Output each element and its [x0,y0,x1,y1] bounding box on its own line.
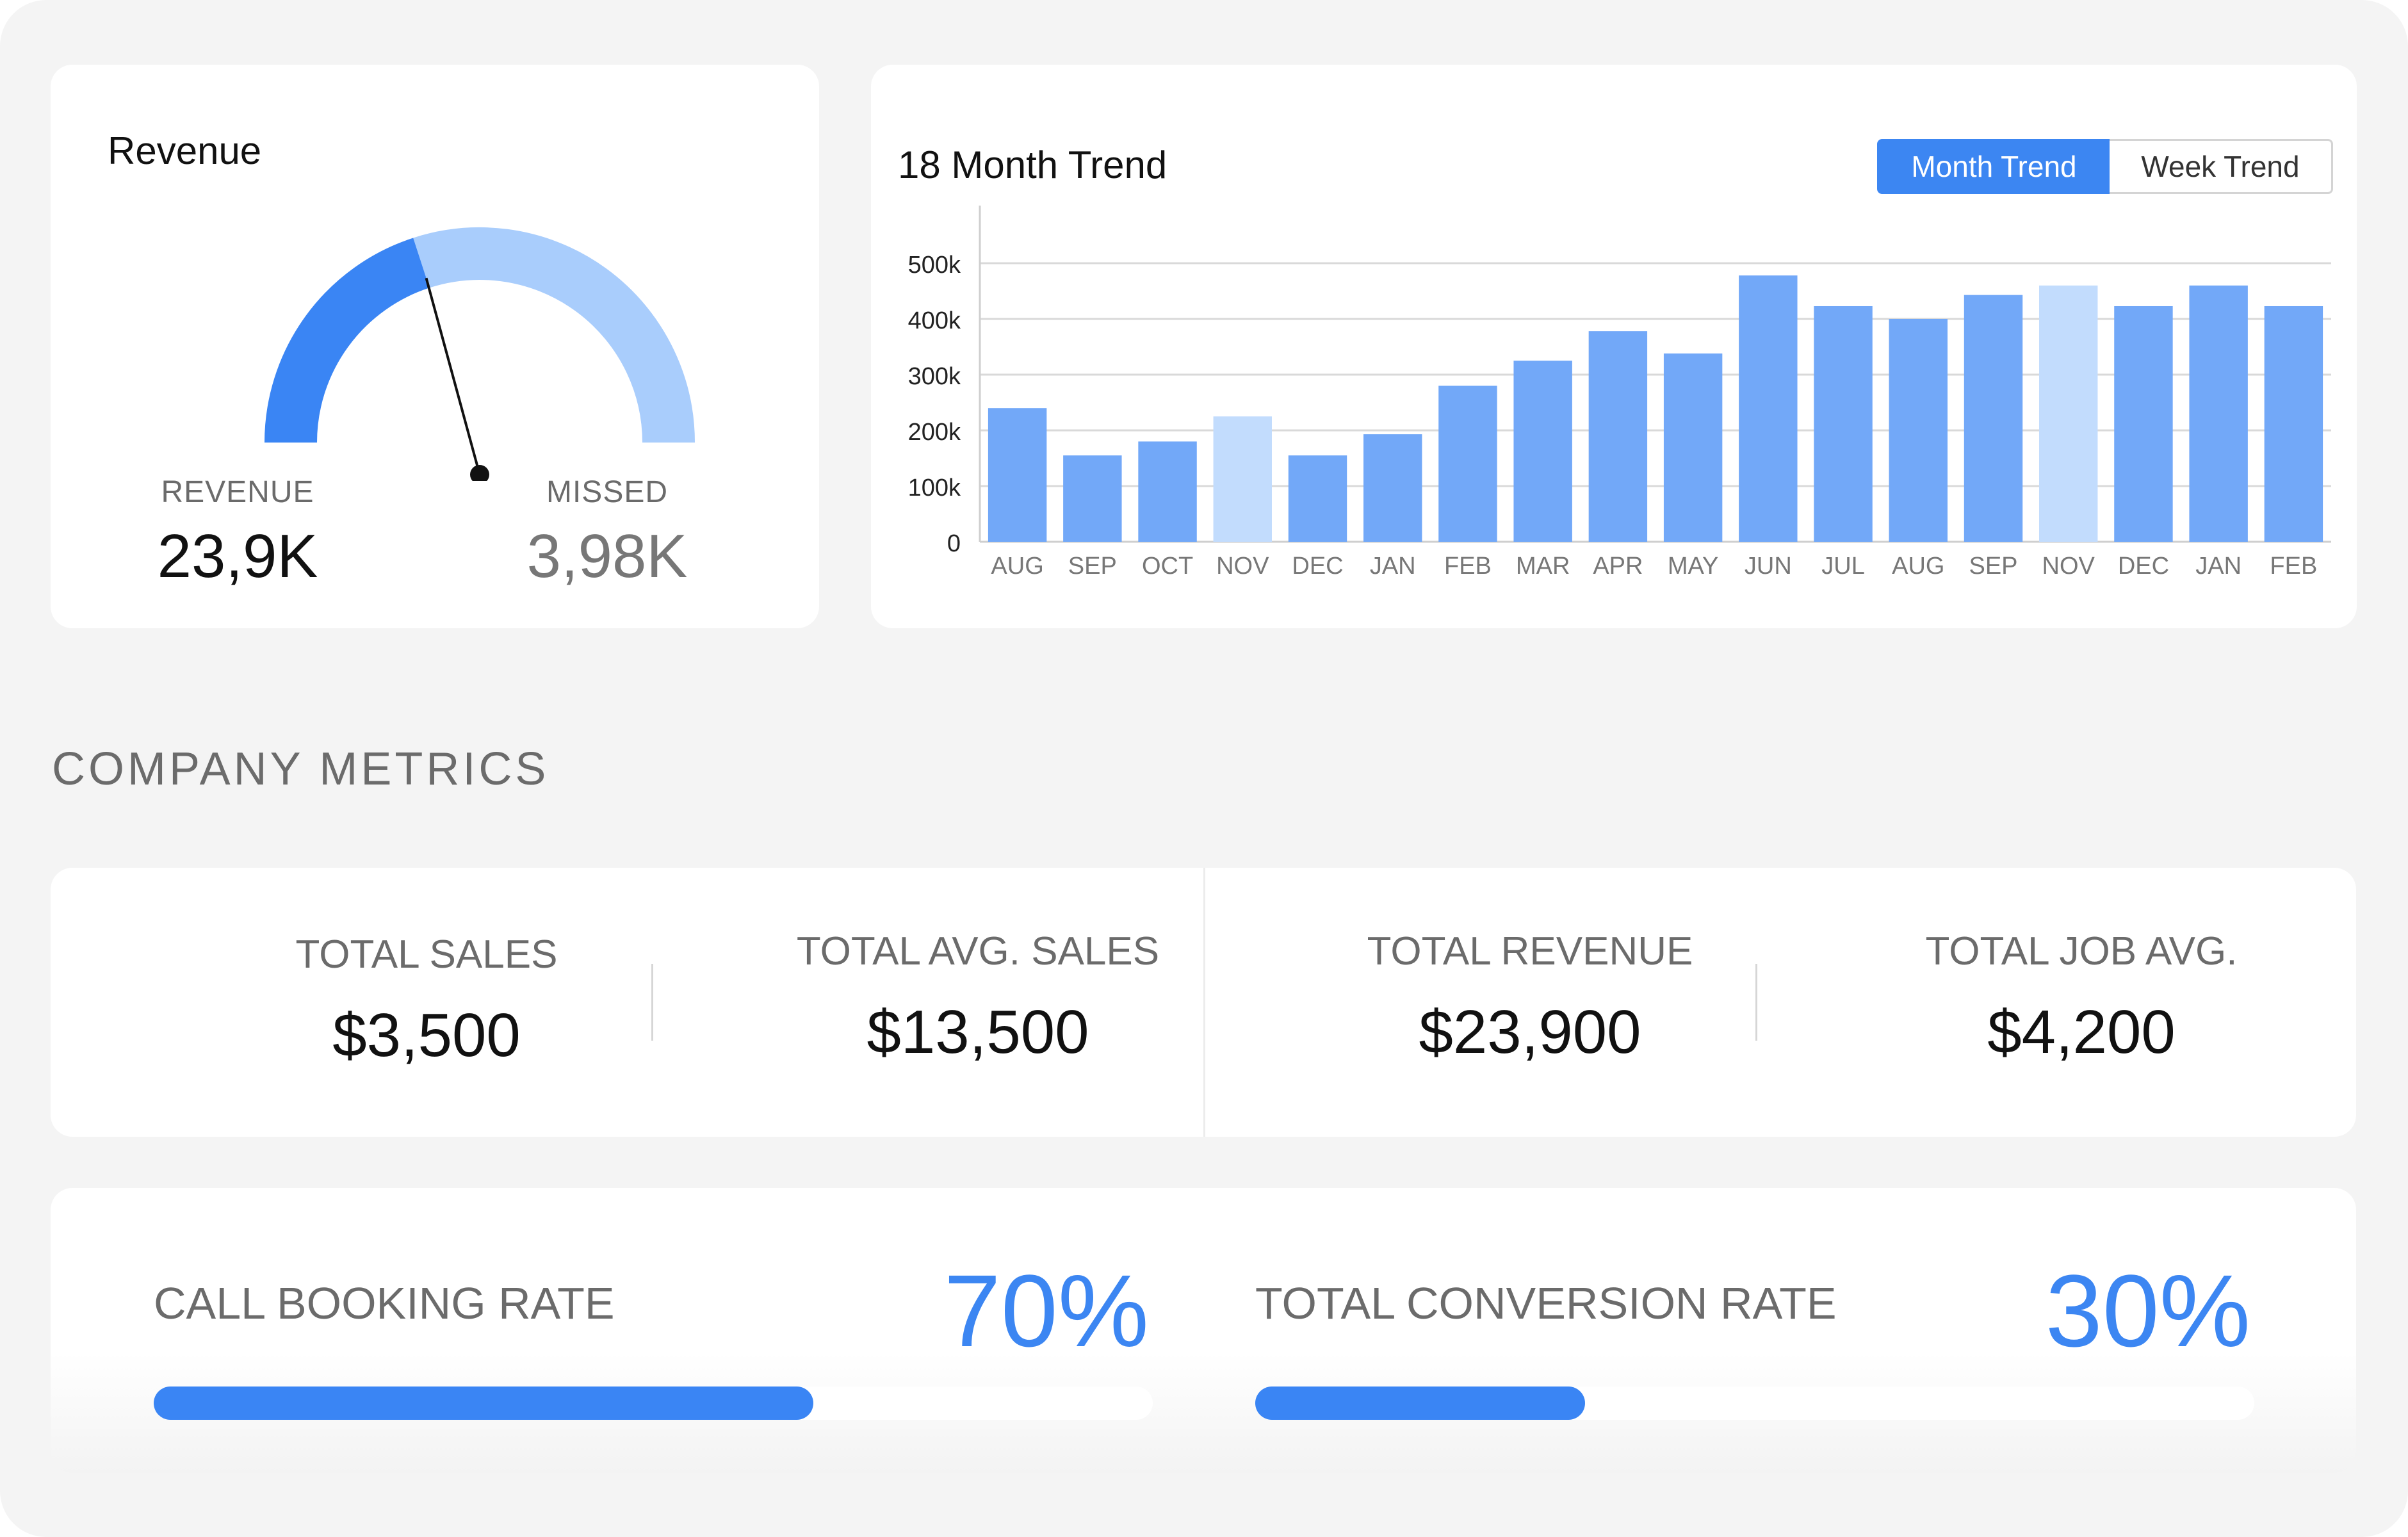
x-tick-label: MAR [1516,553,1570,580]
metric-total-sales: TOTAL SALES $3,500 [151,932,702,1071]
missed-stat-value: 3,98K [526,522,688,590]
x-tick-label: AUG [991,553,1043,580]
bar-mar [1513,361,1572,542]
company-metrics-card: TOTAL SALES $3,500 TOTAL AVG. SALES $13,… [51,868,2356,1137]
call-booking-rate-progress [154,1387,1153,1420]
x-tick-label: APR [1593,553,1643,580]
metric-label: TOTAL AVG. SALES [796,929,1160,973]
trend-chart-title: 18 Month Trend [898,143,1167,186]
x-tick-label: AUG [1892,553,1944,580]
bar-aug [988,408,1047,542]
x-tick-label: JAN [2195,553,2241,580]
call-booking-rate-progress-fill [154,1387,813,1420]
company-metrics-heading: COMPANY METRICS [52,744,549,795]
x-tick-label: DEC [1292,553,1343,580]
metric-value: $13,500 [866,998,1089,1066]
conversion-rate-value: 30% [2045,1253,2250,1368]
x-tick-label: OCT [1142,553,1193,580]
bar-nov [1213,416,1272,542]
x-tick-label: SEP [1969,553,2017,580]
bar-nov [2039,285,2098,542]
conversion-rate-progress-fill [1255,1387,1585,1420]
bar-sep [1063,455,1122,542]
metric-total-job-avg: TOTAL JOB AVG. $4,200 [1806,929,2357,1068]
call-booking-rate-value: 70% [943,1253,1149,1368]
trend-bar-chart: 0 100k 200k 300k 400k 500k AUG SEP OCT NOV DEC JAN F… [908,206,2331,580]
metric-label: TOTAL SALES [295,932,558,977]
x-tick-label: JUL [1821,553,1865,580]
x-tick-label: NOV [2042,553,2095,580]
bar-dec [2114,305,2173,542]
revenue-gauge-card: Revenue REVENUE 23,9K MISSED 3,98K [51,65,819,628]
bar-feb [2264,305,2323,542]
metric-value: $23,900 [1419,998,1641,1066]
x-tick-label: DEC [2118,553,2169,580]
gauge-remaining-arc [413,227,695,443]
call-booking-rate-label: CALL BOOKING RATE [154,1278,615,1328]
gauge-hub [470,465,489,481]
metric-value: $3,500 [332,1001,521,1069]
bar-oct [1138,441,1197,542]
rates-card: CALL BOOKING RATE 70% TOTAL CONVERSION R… [51,1188,2356,1473]
week-trend-toggle[interactable]: Week Trend [2110,139,2333,194]
bar-jun [1739,275,1798,542]
x-tick-label: JUN [1745,553,1792,580]
revenue-stat-label: REVENUE [161,475,314,509]
metric-divider [1755,964,1757,1041]
metric-value: $4,200 [1987,998,2176,1066]
bar-feb [1438,386,1497,542]
month-trend-toggle[interactable]: Month Trend [1877,139,2111,194]
trend-chart-card: 0 100k 200k 300k 400k 500k AUG SEP OCT NOV DEC JAN F… [871,65,2357,628]
metric-group-divider [1203,868,1205,1137]
x-tick-label: NOV [1216,553,1269,580]
missed-stat-label: MISSED [546,475,669,509]
x-tick-label: MAY [1668,553,1719,580]
bar-may [1663,353,1723,542]
revenue-gauge [264,227,695,481]
x-tick-label: FEB [1444,553,1492,580]
bar-jan [2189,285,2248,542]
bar-apr [1588,331,1648,542]
revenue-stat: REVENUE 23,9K [110,475,366,592]
conversion-rate-label: TOTAL CONVERSION RATE [1255,1278,1837,1328]
metric-label: TOTAL JOB AVG. [1925,929,2238,973]
metric-label: TOTAL REVENUE [1367,929,1693,973]
y-tick-label: 400k [908,307,961,334]
bar-sep [1964,295,2023,542]
x-tick-label: SEP [1068,553,1117,580]
bar-jan [1363,434,1422,542]
metric-total-avg-sales: TOTAL AVG. SALES $13,500 [703,929,1253,1068]
bar-jul [1814,305,1873,542]
y-tick-label: 300k [908,363,961,390]
gauge-needle [425,277,481,475]
y-tick-label: 200k [908,419,961,446]
revenue-stat-value: 23,9K [157,522,318,590]
gauge-filled-arc [264,238,430,443]
bar-dec [1288,455,1347,542]
y-tick-label: 0 [947,530,961,557]
metric-total-revenue: TOTAL REVENUE $23,900 [1255,929,1805,1068]
y-tick-label: 500k [908,252,961,279]
x-tick-label: FEB [2270,553,2317,580]
revenue-card-title: Revenue [108,129,262,172]
missed-stat: MISSED 3,98K [479,475,735,592]
conversion-rate-progress [1255,1387,2254,1420]
x-tick-label: JAN [1370,553,1416,580]
bar-aug [1889,319,1948,542]
y-tick-label: 100k [908,475,961,501]
metric-divider [651,964,653,1041]
